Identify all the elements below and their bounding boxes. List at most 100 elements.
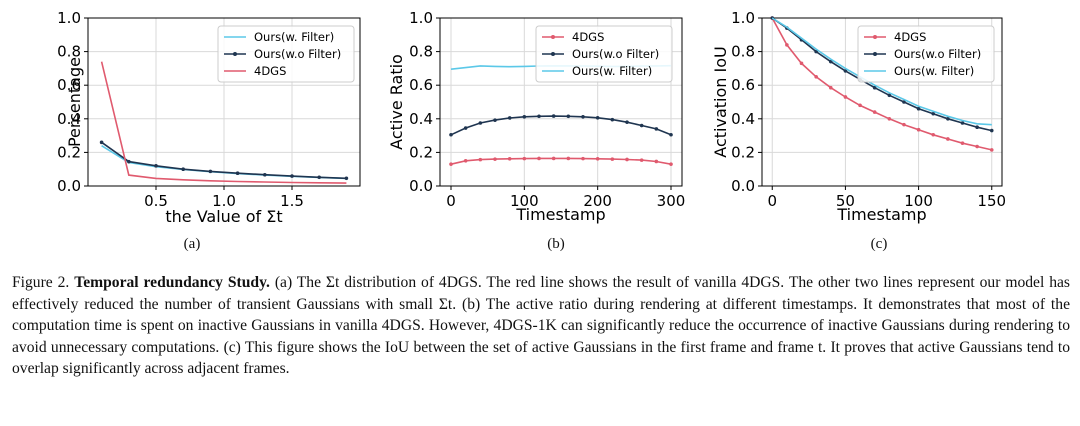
data-point <box>639 123 644 128</box>
data-point <box>344 176 349 181</box>
legend-label: 4DGS <box>572 30 604 44</box>
x-tick-label: 150 <box>977 192 1006 210</box>
data-point <box>654 127 659 131</box>
x-tick-label: 100 <box>904 192 933 210</box>
data-point <box>814 75 818 79</box>
data-point <box>154 164 158 168</box>
data-point <box>916 106 921 111</box>
legend-label: Ours(w. Filter) <box>894 64 974 78</box>
y-tick-label: 0.8 <box>731 43 755 61</box>
data-point <box>449 132 453 137</box>
x-axis-label: the Value of Σt <box>165 207 282 226</box>
data-point <box>625 157 629 162</box>
data-point <box>493 157 497 161</box>
legend-label: 4DGS <box>254 64 286 78</box>
y-tick-label: 0.8 <box>57 43 81 61</box>
y-tick-label: 0.4 <box>731 110 755 128</box>
x-axis-label: Timestamp <box>515 205 605 224</box>
data-point <box>493 118 497 122</box>
x-tick-label: 0 <box>767 192 777 210</box>
data-point <box>551 156 556 161</box>
data-point <box>507 156 512 161</box>
data-point <box>975 144 979 149</box>
data-point <box>931 111 936 116</box>
y-tick-label: 0.2 <box>731 143 755 161</box>
data-point <box>843 69 848 73</box>
y-tick-label: 0.4 <box>409 110 433 128</box>
data-point <box>858 103 862 108</box>
data-point <box>478 157 483 162</box>
data-point <box>946 137 950 141</box>
data-point <box>463 159 468 163</box>
data-point <box>581 114 585 119</box>
data-point <box>989 128 994 133</box>
series-line-vanilla <box>771 17 992 151</box>
data-point <box>537 156 541 161</box>
legend-label: Ours(w. Filter) <box>572 64 652 78</box>
x-tick-label: 0.5 <box>144 192 168 210</box>
y-axis-label: Active Ratio <box>387 54 406 150</box>
caption-title: Temporal redundancy Study. <box>74 274 270 291</box>
legend-marker <box>233 52 237 56</box>
y-tick-label: 0.0 <box>409 177 433 195</box>
x-tick-label: 200 <box>583 192 612 210</box>
data-point <box>887 93 892 98</box>
data-point <box>610 117 615 122</box>
legend-marker <box>873 52 877 56</box>
series-line-nofilter <box>101 141 347 180</box>
data-point <box>595 156 600 161</box>
chart-panel-2: 0 100 200 300 0.0 0.2 0.4 0.6 0.8 1.0 Timestamp Act… <box>387 9 685 224</box>
data-point <box>902 122 906 127</box>
x-tick-label: 50 <box>836 192 855 210</box>
data-point <box>975 125 979 129</box>
data-point <box>507 116 512 120</box>
data-point <box>669 132 673 137</box>
data-point <box>625 120 629 124</box>
data-point <box>263 172 267 177</box>
data-point <box>317 175 322 180</box>
data-point <box>872 110 877 114</box>
x-tick-label: 1.0 <box>212 192 236 210</box>
data-point <box>639 158 644 162</box>
data-point <box>843 95 848 99</box>
caption-prefix: Figure 2. <box>12 274 70 291</box>
x-tick-label: 300 <box>657 192 686 210</box>
data-point <box>181 167 185 171</box>
x-tick-label: 1.5 <box>280 192 304 210</box>
data-point <box>235 171 240 176</box>
y-tick-label: 0.0 <box>57 177 81 195</box>
data-point <box>902 100 906 104</box>
y-tick-label: 0.2 <box>409 143 433 161</box>
data-point <box>931 132 936 137</box>
legend-label: Ours(w.o Filter) <box>572 47 659 61</box>
axes-frame <box>761 17 1003 187</box>
axes-frame <box>87 17 361 187</box>
y-tick-label: 0.0 <box>731 177 755 195</box>
panel-label-c: (c) <box>870 236 888 252</box>
data-point <box>887 117 892 121</box>
data-point <box>989 148 994 152</box>
data-point <box>828 59 833 64</box>
legend-box <box>857 25 995 83</box>
y-tick-label: 1.0 <box>731 9 755 27</box>
data-point <box>290 174 294 178</box>
y-tick-label: 0.2 <box>57 143 81 161</box>
data-point <box>537 114 541 119</box>
legend-label: Ours(w. Filter) <box>254 30 334 44</box>
data-point <box>566 156 571 161</box>
data-point <box>463 126 468 130</box>
data-point <box>522 114 527 119</box>
data-point <box>99 140 104 145</box>
data-point <box>551 114 556 118</box>
y-tick-label: 0.4 <box>57 110 81 128</box>
data-point <box>828 85 833 90</box>
data-point <box>566 114 571 119</box>
y-tick-label: 1.0 <box>409 9 433 27</box>
legend-box <box>535 25 673 83</box>
series-line-nofilter <box>450 115 672 136</box>
data-point <box>916 127 921 132</box>
figure-caption: Figure 2. Temporal redundancy Study. (a)… <box>12 272 1070 380</box>
data-point <box>449 162 453 166</box>
